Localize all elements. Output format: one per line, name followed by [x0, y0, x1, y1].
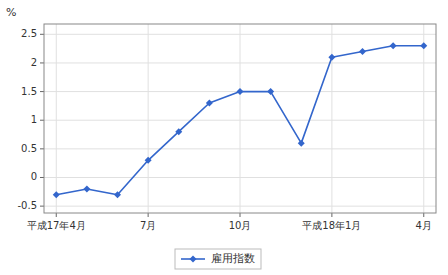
series-marker: [145, 157, 152, 164]
series-marker: [298, 140, 305, 147]
x-tick-label: 7月: [140, 220, 156, 231]
y-tick: [40, 148, 44, 149]
y-tick: [40, 177, 44, 178]
x-tick-label: 平成18年1月: [302, 220, 361, 231]
y-tick-label: 2: [31, 57, 37, 68]
y-tick: [40, 206, 44, 207]
x-tick: [423, 213, 424, 217]
series-marker: [359, 48, 366, 55]
x-tick: [240, 213, 241, 217]
x-grid-line: [331, 24, 332, 213]
chart-container: -0.5 0 0.5 1 1.5 2 2.5 平成17年4月 7月 10月 平成18年1月 4月% 雇用…: [0, 0, 448, 275]
x-grid-line: [148, 24, 149, 213]
series-marker: [114, 191, 121, 198]
legend: 雇用指数: [175, 249, 261, 269]
x-grid-line: [240, 24, 241, 213]
series-marker: [328, 54, 335, 61]
y-tick-label: 1: [31, 114, 37, 125]
legend-label: 雇用指数: [211, 252, 255, 265]
x-tick: [148, 213, 149, 217]
y-axis-label: %: [6, 6, 16, 19]
y-tick-label: 2.5: [21, 28, 37, 39]
plot-area: [53, 42, 428, 198]
y-tick-label: 0.5: [21, 143, 37, 154]
x-tick: [331, 213, 332, 217]
x-tick: [56, 213, 57, 217]
y-tick: [40, 120, 44, 121]
series-marker: [420, 42, 427, 49]
plot-frame: [44, 24, 436, 213]
chart-svg: -0.5 0 0.5 1 1.5 2 2.5 平成17年4月 7月 10月 平成18年1月 4月% 雇用…: [0, 0, 448, 275]
x-tick-label: 4月: [416, 220, 432, 231]
y-tick-label: -0.5: [17, 200, 37, 211]
series-marker: [175, 128, 182, 135]
y-tick: [40, 91, 44, 92]
x-tick-label: 平成17年4月: [27, 220, 86, 231]
y-tick-label: 1.5: [21, 86, 37, 97]
grid: [44, 24, 436, 213]
series-marker: [206, 100, 213, 107]
y-tick-label: 0: [31, 171, 37, 182]
x-grid-line: [56, 24, 57, 213]
series-marker: [390, 42, 397, 49]
x-grid-line: [423, 24, 424, 213]
y-tick: [40, 34, 44, 35]
series-marker: [267, 88, 274, 95]
legend-marker: [190, 256, 197, 263]
series-marker: [237, 88, 244, 95]
series-marker: [53, 191, 60, 198]
series-line: [56, 46, 424, 195]
x-tick-label: 10月: [229, 220, 252, 231]
legend-box: [175, 249, 261, 269]
series-marker: [83, 185, 90, 192]
y-tick: [40, 62, 44, 63]
